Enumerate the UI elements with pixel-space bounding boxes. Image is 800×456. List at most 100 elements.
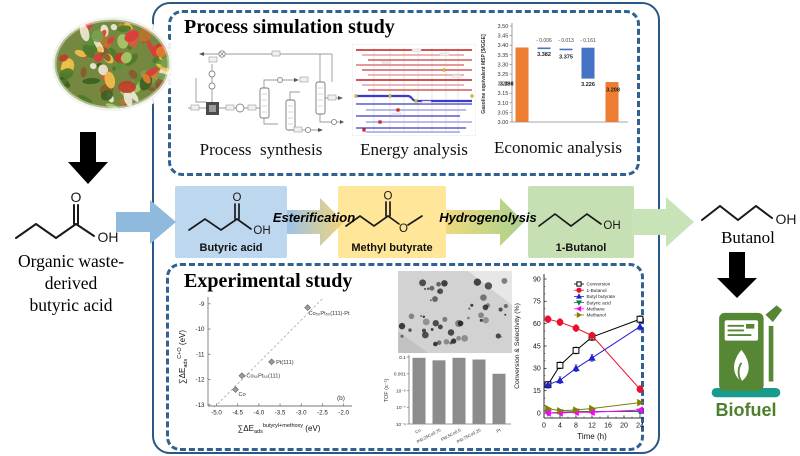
svg-text:-3.0: -3.0: [296, 410, 307, 417]
svg-text:24: 24: [636, 423, 644, 430]
butanol-structure: OH: [538, 212, 621, 232]
svg-text:- 0.006: - 0.006: [536, 38, 552, 44]
svg-text:3.30: 3.30: [498, 62, 509, 68]
flow-box-methyl-butyrate: O O Methyl butyrate: [338, 186, 446, 258]
methyl-butyrate-structure: O O: [345, 191, 423, 235]
experimental-panel-title: Experimental study: [184, 270, 353, 292]
svg-text:Butyric acid: Butyric acid: [587, 300, 612, 305]
svg-text:-4.0: -4.0: [254, 410, 265, 417]
atom-label-oh: OH: [603, 220, 620, 232]
svg-text:Pt(111): Pt(111): [276, 360, 294, 366]
svg-text:0.001: 0.001: [394, 372, 406, 378]
svg-text:Butyl butyrate: Butyl butyrate: [587, 294, 616, 299]
flow-box-1-butanol: OH 1-Butanol: [528, 186, 634, 258]
svg-text:-5.0: -5.0: [211, 410, 222, 417]
svg-text:- 0.161: - 0.161: [580, 38, 596, 44]
svg-text:8: 8: [574, 423, 578, 430]
biofuel-caption: Biofuel: [715, 400, 777, 420]
svg-text:3.25: 3.25: [498, 72, 509, 78]
flow-box-butyric-acid: O OH Butyric acid: [175, 186, 287, 258]
butyric-acid-structure: O OH: [188, 192, 271, 237]
butanol-structure-right: OH: [701, 204, 797, 227]
svg-text:Methane: Methane: [587, 307, 606, 312]
process-flowsheet-figure: [188, 50, 344, 134]
svg-text:1-Butanol: 1-Butanol: [587, 288, 607, 293]
svg-text:45: 45: [533, 343, 541, 350]
kinetics-line-chart: 0 4 8 12 16 20 24 0 15 30 45 60 75 90 Time (h) Conversi…: [514, 274, 644, 441]
svg-text:-2.0: -2.0: [338, 410, 349, 417]
caption-energy-analysis: Energy analysis: [360, 140, 468, 159]
simulation-panel-title: Process simulation study: [184, 16, 395, 38]
svg-text:-12: -12: [196, 377, 206, 384]
svg-text:-2.5: -2.5: [317, 410, 328, 417]
svg-text:-3.5: -3.5: [275, 410, 286, 417]
atom-label-o: O: [384, 191, 393, 203]
svg-text:15: 15: [533, 388, 541, 395]
svg-text:4: 4: [558, 423, 562, 430]
energy-analysis-figure: [352, 44, 476, 136]
svg-text:-9: -9: [199, 301, 205, 308]
svg-text:Time (h): Time (h): [577, 432, 607, 441]
atom-label-oh: OH: [98, 229, 119, 245]
left-caption-line1: Organic waste-: [17, 251, 125, 271]
atom-label-o-ester: O: [399, 223, 408, 235]
svg-text:30: 30: [533, 366, 541, 373]
svg-text:3.20: 3.20: [498, 82, 509, 88]
svg-text:-4.5: -4.5: [232, 410, 243, 417]
svg-text:3.35: 3.35: [498, 53, 509, 59]
svg-text:∑ΔEadsbutyryl+methoxy (eV): ∑ΔEadsbutyryl+methoxy (eV): [238, 423, 321, 435]
atom-label-oh: OH: [253, 225, 270, 237]
reaction-label-hydrogenolysis: Hydrogenolysis: [439, 210, 537, 225]
svg-text:-13: -13: [196, 402, 206, 409]
down-arrow-right-icon: [717, 252, 757, 298]
svg-text:Co: Co: [239, 392, 246, 398]
svg-text:0: 0: [542, 423, 546, 430]
svg-text:90: 90: [533, 276, 541, 283]
svg-text:12: 12: [588, 423, 596, 430]
svg-text:3.382: 3.382: [537, 52, 551, 58]
caption-economic-analysis: Economic analysis: [494, 138, 622, 157]
economic-analysis-chart: 3.00 3.05 3.10 3.15 3.20 3.25 3.30 3.35 3.40 3.45…: [481, 23, 628, 126]
svg-text:16: 16: [604, 423, 612, 430]
svg-text:3.208: 3.208: [606, 88, 620, 94]
butyric-acid-structure-left: O OH: [15, 190, 119, 245]
svg-text:Methanol: Methanol: [587, 313, 606, 318]
svg-text:10⁻⁵: 10⁻⁵: [396, 388, 406, 394]
svg-text:Co: Co: [414, 427, 422, 434]
flow-box-label: 1-Butanol: [555, 242, 607, 254]
butanol-caption: Butanol: [721, 228, 775, 247]
svg-text:Pt: Pt: [496, 427, 503, 434]
svg-text:3.40: 3.40: [498, 43, 509, 49]
svg-text:0: 0: [537, 410, 541, 417]
svg-text:-10: -10: [196, 326, 206, 333]
svg-text:- 0.013: - 0.013: [558, 38, 574, 44]
down-arrow-left-icon: [68, 132, 108, 184]
tem-image: [398, 271, 512, 353]
svg-text:75: 75: [533, 299, 541, 306]
left-caption-line3: butyric acid: [29, 295, 113, 315]
caption-process-synthesis: Process synthesis: [199, 140, 323, 159]
svg-text:Co₅₀Pt₅₀(111): Co₅₀Pt₅₀(111): [246, 374, 280, 380]
svg-text:3.00: 3.00: [498, 120, 509, 126]
process-simulation-panel: [168, 10, 640, 176]
svg-text:10⁻⁹: 10⁻⁹: [396, 422, 406, 428]
dft-scatter-chart: -5.0 -4.5 -4.0 -3.5 -3.0 -2.5 -2.0 -9 -10 -11 -12 -…: [177, 297, 352, 435]
svg-text:0.1: 0.1: [399, 355, 406, 361]
svg-text:3.45: 3.45: [498, 34, 509, 40]
svg-text:3.50: 3.50: [498, 24, 509, 30]
left-caption: Organic waste- derived butyric acid: [0, 250, 142, 316]
svg-text:Conversion & Selectivity (%): Conversion & Selectivity (%): [514, 303, 521, 389]
atom-label-o: O: [71, 190, 82, 205]
svg-text:Gasoline equivalent MSP [$/GGE: Gasoline equivalent MSP [$/GGE]: [481, 34, 487, 114]
svg-text:3.15: 3.15: [498, 91, 509, 97]
flow-box-label: Butyric acid: [199, 242, 263, 254]
svg-text:3.10: 3.10: [498, 101, 509, 107]
svg-text:-11: -11: [196, 351, 205, 358]
left-caption-line2: derived: [44, 273, 98, 293]
svg-text:TOF (s⁻¹): TOF (s⁻¹): [384, 379, 390, 403]
svg-text:∑ΔEadsC+O (eV): ∑ΔEadsC+O (eV): [177, 330, 189, 384]
svg-text:3.05: 3.05: [498, 110, 509, 116]
atom-label-oh: OH: [776, 211, 797, 227]
